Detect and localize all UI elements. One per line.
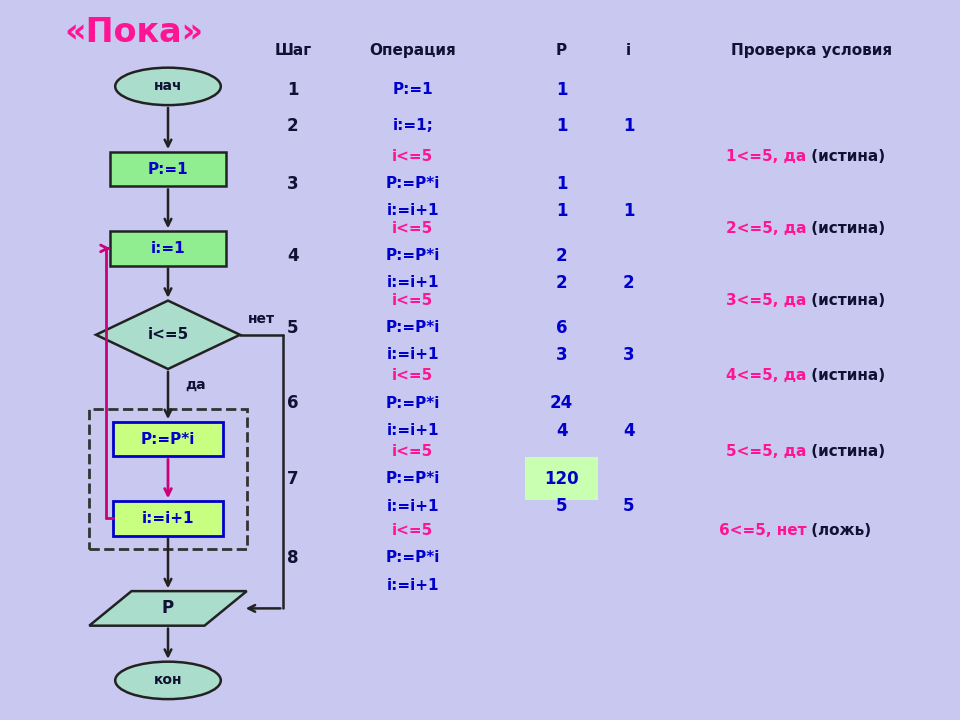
Ellipse shape [115,662,221,699]
FancyBboxPatch shape [113,501,223,536]
FancyBboxPatch shape [110,231,226,266]
Text: 4: 4 [287,246,299,264]
Text: i:=i+1: i:=i+1 [387,423,439,438]
Text: 3: 3 [287,175,299,192]
Text: P:=1: P:=1 [393,83,433,97]
Text: P: P [556,43,567,58]
Text: 1: 1 [287,81,299,99]
Text: 5: 5 [287,318,299,336]
Text: 8: 8 [287,549,299,567]
Polygon shape [96,301,240,369]
Text: i:=i+1: i:=i+1 [387,578,439,593]
Text: 4: 4 [556,421,567,439]
Text: P:=P*i: P:=P*i [386,396,440,410]
Text: P:=P*i: P:=P*i [386,551,440,565]
Text: i: i [626,43,632,58]
Text: i:=i+1: i:=i+1 [387,499,439,513]
Text: 5: 5 [623,497,635,516]
Text: P:=P*i: P:=P*i [141,432,195,446]
Text: i<=5: i<=5 [393,149,433,163]
FancyBboxPatch shape [113,422,223,456]
Text: (истина): (истина) [806,221,885,235]
Text: P:=P*i: P:=P*i [386,248,440,263]
Text: нач: нач [154,79,182,94]
Text: 5: 5 [556,497,567,516]
Text: 1: 1 [623,202,635,220]
Text: 1: 1 [556,117,567,135]
Text: 4<=5, да: 4<=5, да [726,369,806,383]
Text: 1<=5, да: 1<=5, да [726,149,806,163]
Text: P:=P*i: P:=P*i [386,472,440,486]
Text: 1: 1 [623,117,635,135]
Text: 2: 2 [287,117,299,135]
Text: 2: 2 [556,246,567,264]
Text: i<=5: i<=5 [393,444,433,459]
Text: кон: кон [154,673,182,688]
Text: 3: 3 [556,346,567,364]
Text: Шаг: Шаг [275,43,311,58]
Text: Проверка условия: Проверка условия [731,43,892,58]
Text: 5<=5, да: 5<=5, да [726,444,806,459]
Text: i:=i+1: i:=i+1 [387,204,439,218]
Text: 4: 4 [623,421,635,439]
Text: i<=5: i<=5 [393,523,433,538]
FancyBboxPatch shape [110,152,226,186]
Text: i<=5: i<=5 [393,293,433,307]
Text: 24: 24 [550,395,573,412]
Text: (истина): (истина) [806,444,885,459]
Text: 2: 2 [623,274,635,292]
Text: нет: нет [248,312,275,326]
Polygon shape [89,591,247,626]
Text: 6<=5, нет: 6<=5, нет [719,523,806,538]
Text: (истина): (истина) [806,369,885,383]
Text: 2<=5, да: 2<=5, да [726,221,806,235]
Text: 1: 1 [556,175,567,192]
Text: 2: 2 [556,274,567,292]
Text: i:=1;: i:=1; [393,119,433,133]
Text: да: да [185,378,205,392]
Text: 1: 1 [556,202,567,220]
Text: i<=5: i<=5 [393,221,433,235]
Text: Операция: Операция [370,43,456,58]
Text: (истина): (истина) [806,293,885,307]
Text: i:=i+1: i:=i+1 [142,511,194,526]
Text: 1: 1 [556,81,567,99]
Ellipse shape [115,68,221,105]
Text: i<=5: i<=5 [148,328,188,342]
Text: 6: 6 [287,395,299,412]
Text: (истина): (истина) [806,149,885,163]
Text: 6: 6 [556,318,567,336]
Text: i:=1: i:=1 [151,241,185,256]
Text: P:=P*i: P:=P*i [386,176,440,191]
Text: P:=P*i: P:=P*i [386,320,440,335]
Text: P:=1: P:=1 [148,162,188,176]
Text: P: P [162,599,174,618]
Text: 7: 7 [287,469,299,488]
Text: «Пока»: «Пока» [65,16,204,49]
Text: i:=i+1: i:=i+1 [387,348,439,362]
Text: i<=5: i<=5 [393,369,433,383]
Text: 3: 3 [623,346,635,364]
Text: i:=i+1: i:=i+1 [387,276,439,290]
FancyBboxPatch shape [525,457,598,500]
Text: (ложь): (ложь) [806,523,872,538]
Text: 120: 120 [544,469,579,488]
Text: 3<=5, да: 3<=5, да [726,293,806,307]
